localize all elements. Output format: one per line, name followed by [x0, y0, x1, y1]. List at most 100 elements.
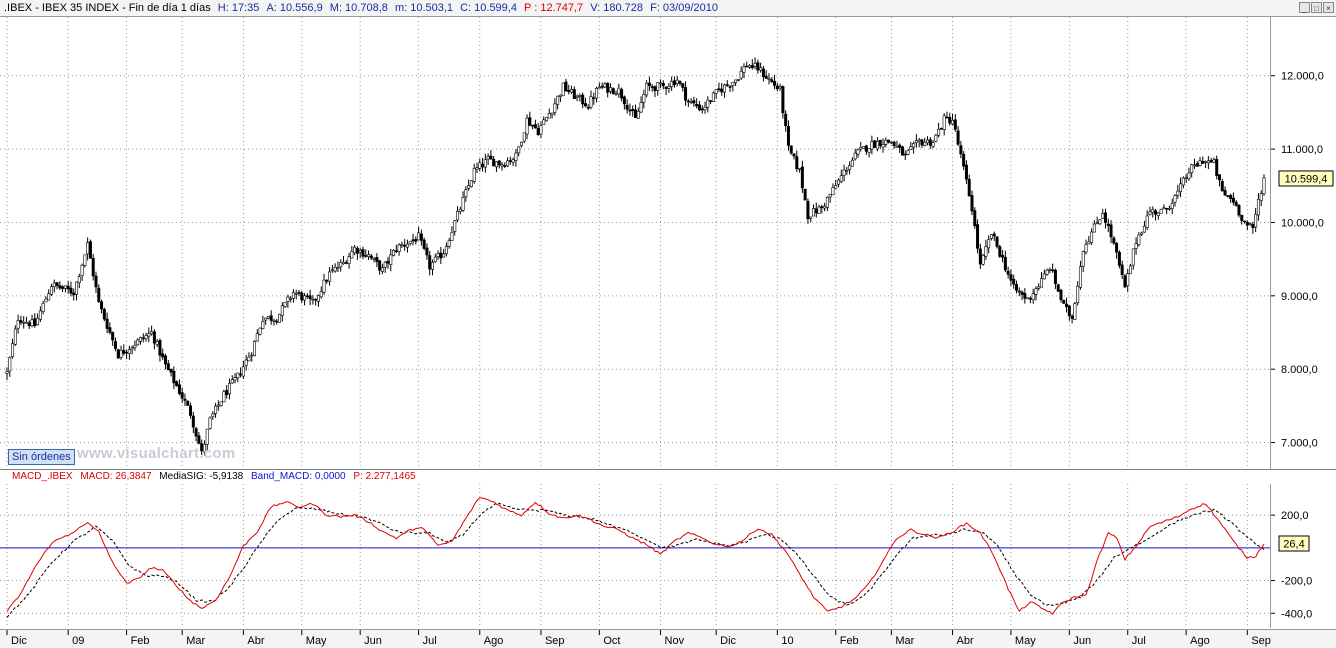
candle — [275, 318, 279, 325]
candle — [133, 340, 137, 351]
candle-body — [311, 298, 315, 301]
candle-body — [962, 153, 966, 167]
candle — [347, 252, 351, 269]
price-chart-panel[interactable] — [0, 17, 1270, 469]
close-button[interactable]: × — [1323, 2, 1334, 13]
candle — [561, 82, 565, 97]
candle-body — [739, 70, 743, 79]
candle-body — [937, 128, 941, 136]
candle-body — [533, 124, 537, 129]
candle-body — [539, 125, 543, 135]
candle-body — [189, 405, 193, 416]
candle — [628, 103, 632, 116]
candle — [13, 325, 17, 346]
candle-body — [1103, 212, 1107, 223]
candle-body — [636, 111, 640, 119]
candle-body — [280, 305, 284, 316]
candle — [494, 161, 498, 173]
candle — [884, 137, 888, 148]
candle — [119, 345, 123, 360]
candle — [1154, 208, 1158, 221]
candle-body — [91, 257, 95, 277]
candle — [383, 260, 387, 273]
candle — [784, 110, 788, 132]
candle-body — [875, 141, 879, 150]
candle — [75, 281, 79, 301]
candle-body — [1095, 222, 1099, 225]
candle-body — [953, 119, 957, 130]
candle — [1170, 198, 1174, 215]
candle-body — [734, 79, 738, 83]
candle — [1248, 222, 1252, 226]
candle — [939, 127, 943, 130]
time-axis-label: Sep — [1251, 635, 1271, 647]
candle-body — [1134, 243, 1138, 249]
candle — [411, 233, 415, 246]
candle — [483, 153, 487, 173]
candle — [233, 373, 237, 384]
price-axis-label: 9.000,0 — [1281, 291, 1318, 303]
candle — [1131, 248, 1135, 270]
candle — [517, 146, 521, 157]
candle — [964, 160, 968, 185]
candle — [761, 65, 765, 82]
candle-body — [494, 161, 498, 168]
candle — [987, 235, 991, 254]
header-volume: V: 180.728 — [590, 2, 644, 14]
candle-body — [372, 257, 376, 260]
candle — [1045, 268, 1049, 276]
candle — [1220, 178, 1224, 192]
candle — [1165, 207, 1169, 215]
candle — [728, 84, 732, 93]
candle — [88, 239, 92, 259]
macd-axis[interactable]: 200,0 -200,0 -400,0 26,4 — [1270, 484, 1336, 628]
maximize-button[interactable]: □ — [1311, 2, 1322, 13]
candle-body — [122, 350, 126, 354]
candle-body — [1176, 190, 1180, 196]
candle — [809, 216, 813, 223]
candle-body — [1259, 193, 1263, 201]
candle — [825, 196, 829, 212]
minimize-button[interactable]: _ — [1299, 2, 1310, 13]
candle — [111, 331, 115, 346]
candle-body — [1137, 234, 1141, 246]
candle — [859, 141, 863, 152]
candle-body — [895, 146, 899, 148]
candle-body — [250, 354, 254, 357]
candle — [759, 62, 763, 73]
orders-badge[interactable]: Sin órdenes — [8, 449, 75, 465]
candle — [900, 145, 904, 156]
macd-chart-panel[interactable] — [0, 484, 1270, 628]
candle — [33, 313, 37, 328]
candle — [186, 400, 190, 406]
candle-body — [61, 286, 65, 289]
candle — [489, 150, 493, 160]
price-axis[interactable]: 12.000,0 11.000,0 10.000,0 9.000,0 8.000,0 7.… — [1270, 17, 1336, 469]
time-axis-label: May — [306, 635, 327, 647]
candle — [297, 289, 301, 297]
candle — [525, 114, 529, 140]
candle — [230, 375, 234, 384]
candle — [122, 344, 126, 356]
candle-body — [628, 109, 632, 112]
candle-body — [1067, 305, 1071, 317]
candle-body — [575, 95, 579, 98]
candle — [948, 112, 952, 126]
candle-body — [492, 158, 496, 167]
candle-body — [998, 246, 1002, 257]
candle-body — [8, 357, 12, 372]
candle-body — [697, 104, 701, 111]
candle — [803, 188, 807, 201]
candle-body — [127, 349, 131, 354]
candle-body — [675, 79, 679, 84]
candle — [1003, 250, 1007, 273]
candle — [645, 80, 649, 98]
time-axis[interactable]: Dic 09 Feb Mar Abr May Jun Jul Ago Sep Oct Nov Dic 10… — [0, 629, 1336, 648]
candle — [86, 237, 90, 261]
candle-body — [511, 159, 515, 163]
candle-body — [1106, 223, 1110, 226]
candle — [19, 315, 23, 325]
candle-body — [125, 351, 129, 354]
candle — [55, 282, 59, 290]
candle-body — [72, 292, 76, 296]
